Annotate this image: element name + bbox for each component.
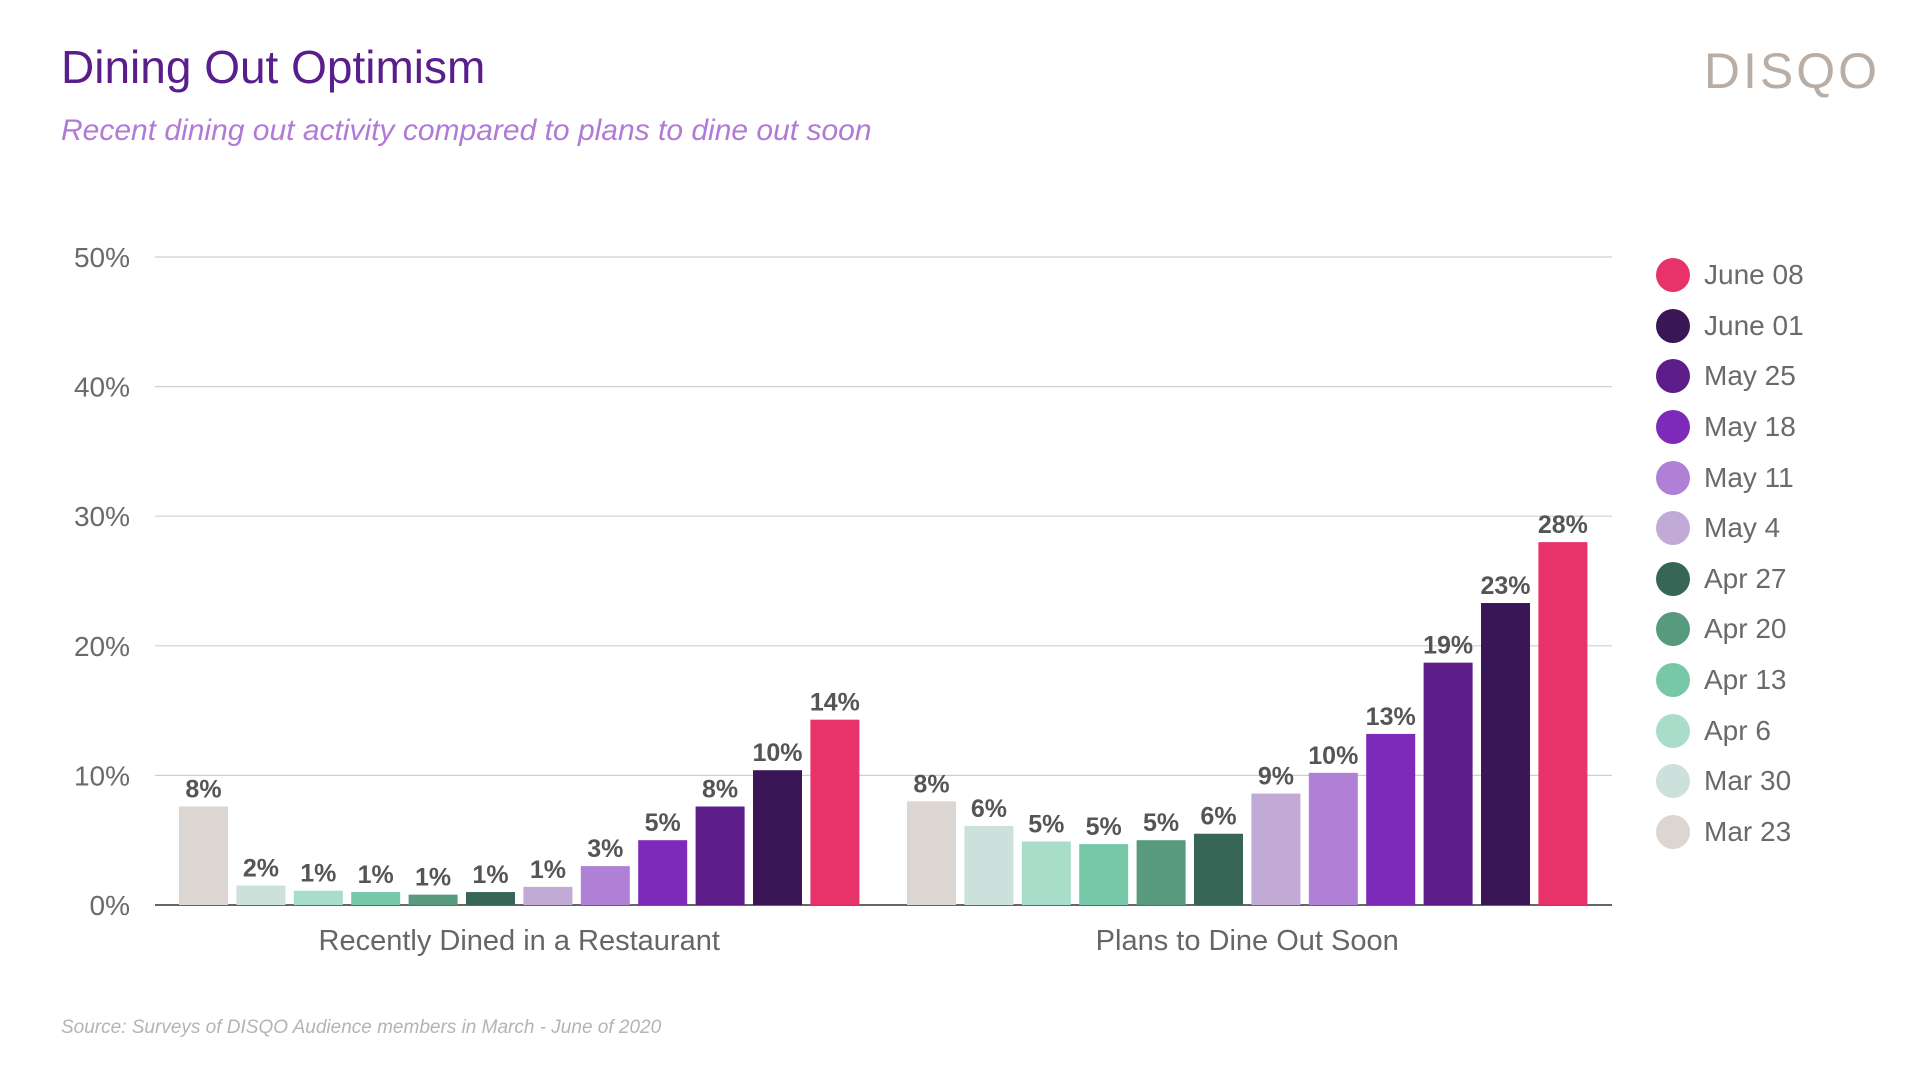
data-label: 5%	[1086, 813, 1122, 841]
y-tick-label: 40%	[74, 372, 130, 403]
bar	[810, 719, 860, 905]
bar	[638, 840, 688, 905]
data-label: 14%	[810, 689, 860, 717]
legend-item: Apr 6	[1656, 705, 1804, 756]
data-label: 28%	[1538, 511, 1588, 539]
source-note: Source: Surveys of DISQO Audience member…	[61, 1017, 662, 1038]
data-label: 1%	[530, 856, 566, 884]
data-label: 1%	[415, 864, 451, 892]
legend-swatch	[1656, 612, 1690, 647]
bar	[580, 866, 630, 905]
y-tick-label: 10%	[74, 760, 130, 791]
legend-item: May 11	[1656, 452, 1804, 503]
legend-swatch	[1656, 258, 1690, 293]
bar	[1308, 772, 1358, 905]
legend-swatch	[1656, 410, 1690, 445]
legend-label: Mar 30	[1704, 765, 1792, 797]
bar	[753, 770, 802, 905]
legend-label: May 11	[1704, 461, 1794, 493]
legend-label: June 01	[1704, 309, 1804, 341]
bar	[351, 892, 401, 905]
legend-swatch	[1656, 308, 1690, 343]
legend-swatch	[1656, 359, 1690, 394]
data-label: 6%	[971, 795, 1007, 823]
bar	[1194, 833, 1243, 905]
y-tick-label: 50%	[74, 242, 130, 273]
legend-label: Apr 6	[1704, 714, 1771, 746]
data-label: 3%	[587, 835, 623, 863]
bar	[1366, 733, 1416, 905]
legend-item: May 4	[1656, 503, 1804, 554]
data-label: 2%	[243, 855, 279, 883]
bar	[293, 890, 343, 905]
chart-title: Dining Out Optimism	[61, 41, 486, 93]
legend-label: June 08	[1704, 259, 1804, 291]
data-label: 1%	[472, 861, 508, 889]
data-label: 8%	[913, 770, 949, 798]
disqo-logo: DISQO	[1703, 43, 1880, 99]
bar	[964, 825, 1014, 905]
bar	[1021, 841, 1071, 905]
legend-item: June 01	[1656, 301, 1804, 352]
legend-label: Apr 20	[1704, 613, 1787, 645]
legend-label: Apr 27	[1704, 562, 1787, 594]
y-tick-label: 30%	[74, 501, 130, 532]
legend-label: Apr 13	[1704, 664, 1787, 696]
bar	[523, 886, 573, 905]
legend-label: May 18	[1704, 411, 1796, 443]
data-label: 10%	[752, 739, 802, 767]
legend-item: May 25	[1656, 351, 1804, 402]
bar	[1538, 542, 1588, 905]
chart-legend: June 08 June 01 May 25 May 18 May 11 May 4 Apr…	[1656, 250, 1804, 857]
data-label: 23%	[1480, 572, 1530, 600]
data-label: 8%	[185, 776, 221, 804]
legend-item: Apr 13	[1656, 655, 1804, 706]
legend-item: Apr 27	[1656, 554, 1804, 605]
category-label: Recently Dined in a Restaurant	[319, 925, 720, 957]
bar	[695, 806, 745, 905]
data-label: 19%	[1423, 632, 1473, 660]
legend-swatch	[1656, 814, 1690, 849]
chart-subtitle: Recent dining out activity compared to p…	[61, 114, 872, 147]
legend-swatch	[1656, 460, 1690, 495]
legend-swatch	[1656, 663, 1690, 698]
category-label: Plans to Dine Out Soon	[1096, 925, 1399, 957]
bar	[1423, 662, 1473, 905]
data-label: 5%	[1028, 810, 1064, 838]
legend-item: Apr 20	[1656, 604, 1804, 655]
data-label: 8%	[702, 776, 738, 804]
data-label: 1%	[300, 860, 336, 888]
legend-item: Mar 30	[1656, 756, 1804, 807]
bar	[907, 801, 956, 905]
legend-item: June 08	[1656, 250, 1804, 301]
bar	[466, 892, 515, 905]
bar	[179, 806, 228, 905]
y-tick-label: 0%	[90, 890, 130, 921]
bar	[1079, 844, 1129, 905]
legend-item: Mar 23	[1656, 807, 1804, 858]
data-label: 1%	[358, 861, 394, 889]
data-label: 5%	[1143, 809, 1179, 837]
legend-swatch	[1656, 764, 1690, 799]
legend-item: May 18	[1656, 402, 1804, 453]
legend-swatch	[1656, 561, 1690, 596]
legend-label: May 25	[1704, 360, 1796, 392]
data-label: 5%	[645, 809, 681, 837]
legend-label: May 4	[1704, 512, 1781, 544]
legend-swatch	[1656, 713, 1690, 748]
bar	[1481, 603, 1530, 905]
bar	[1251, 793, 1301, 905]
legend-swatch	[1656, 511, 1690, 546]
bar	[1136, 840, 1186, 905]
bar	[236, 885, 286, 905]
data-label: 6%	[1200, 803, 1236, 831]
bar	[408, 894, 458, 905]
data-label: 10%	[1308, 742, 1358, 770]
data-label: 13%	[1366, 703, 1416, 731]
legend-label: Mar 23	[1704, 815, 1792, 847]
data-label: 9%	[1258, 763, 1294, 791]
y-tick-label: 20%	[74, 631, 130, 662]
